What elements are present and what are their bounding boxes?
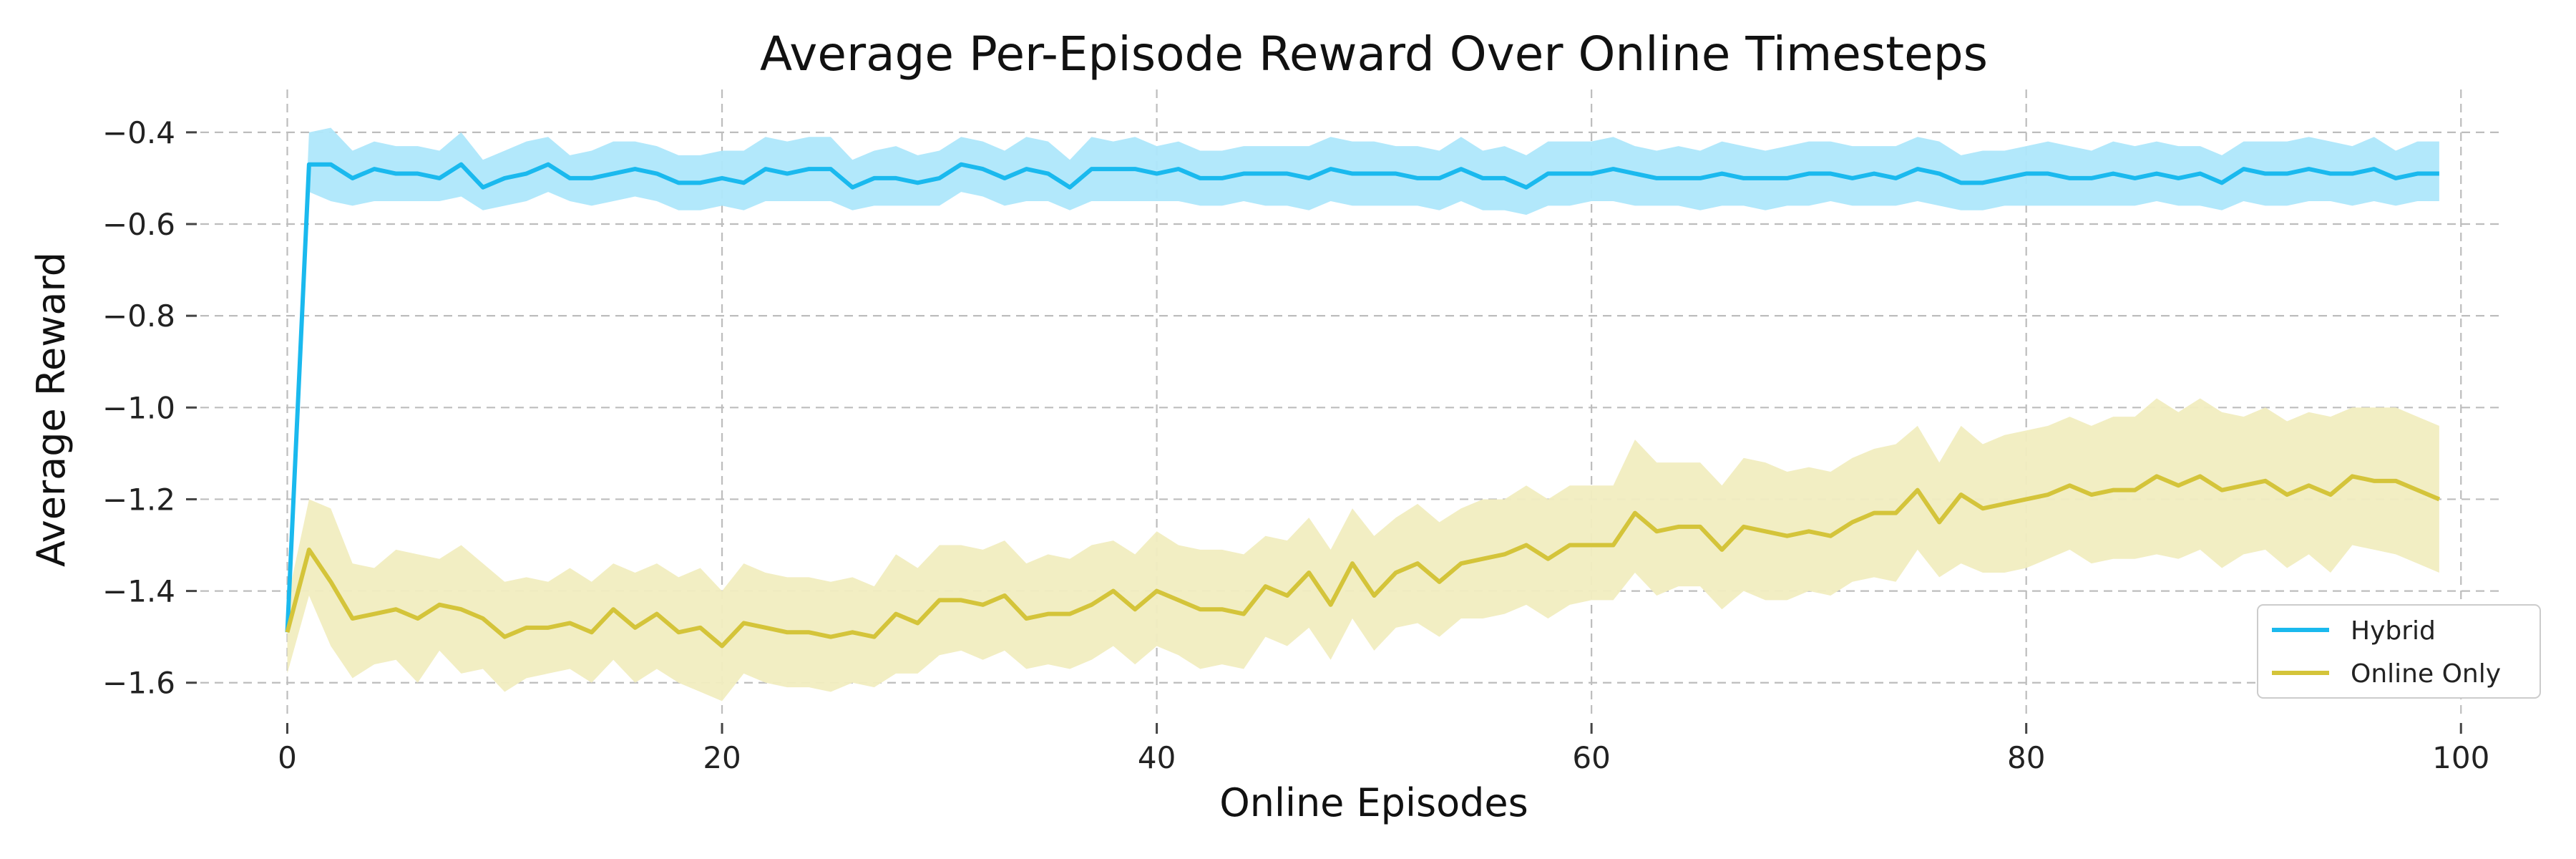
line-hybrid (285, 162, 2439, 633)
x-axis-ticks: 0 20 40 60 80 100 (278, 723, 2489, 775)
y-axis-label: Average Reward (29, 252, 74, 567)
band-online-only (287, 398, 2439, 702)
x-tick-label: 100 (2432, 740, 2489, 775)
x-tick-label: 80 (2007, 740, 2045, 775)
y-tick-label: −1.6 (102, 666, 175, 701)
y-tick-label: −0.6 (102, 207, 175, 242)
line-online-only (285, 474, 2441, 649)
x-tick-label: 0 (278, 740, 297, 775)
chart-title: Average Per-Episode Reward Over Online T… (760, 26, 1988, 82)
legend-label-online-only: Online Only (2351, 659, 2501, 689)
x-tick-label: 20 (703, 740, 741, 775)
x-axis-label: Online Episodes (1219, 780, 1528, 825)
legend-label-hybrid: Hybrid (2351, 616, 2436, 646)
series-lines (285, 162, 2441, 649)
legend: Hybrid Online Only (2257, 604, 2541, 699)
y-tick-label: −1.2 (102, 482, 175, 517)
x-tick-label: 60 (1572, 740, 1610, 775)
y-axis-ticks: −0.4 −0.6 −0.8 −1.0 −1.2 −1.4 −1.6 (102, 115, 197, 701)
y-tick-label: −1.4 (102, 574, 175, 609)
y-tick-label: −1.0 (102, 390, 175, 425)
y-tick-label: −0.4 (102, 115, 175, 150)
x-tick-label: 40 (1138, 740, 1176, 775)
y-tick-label: −0.8 (102, 299, 175, 334)
